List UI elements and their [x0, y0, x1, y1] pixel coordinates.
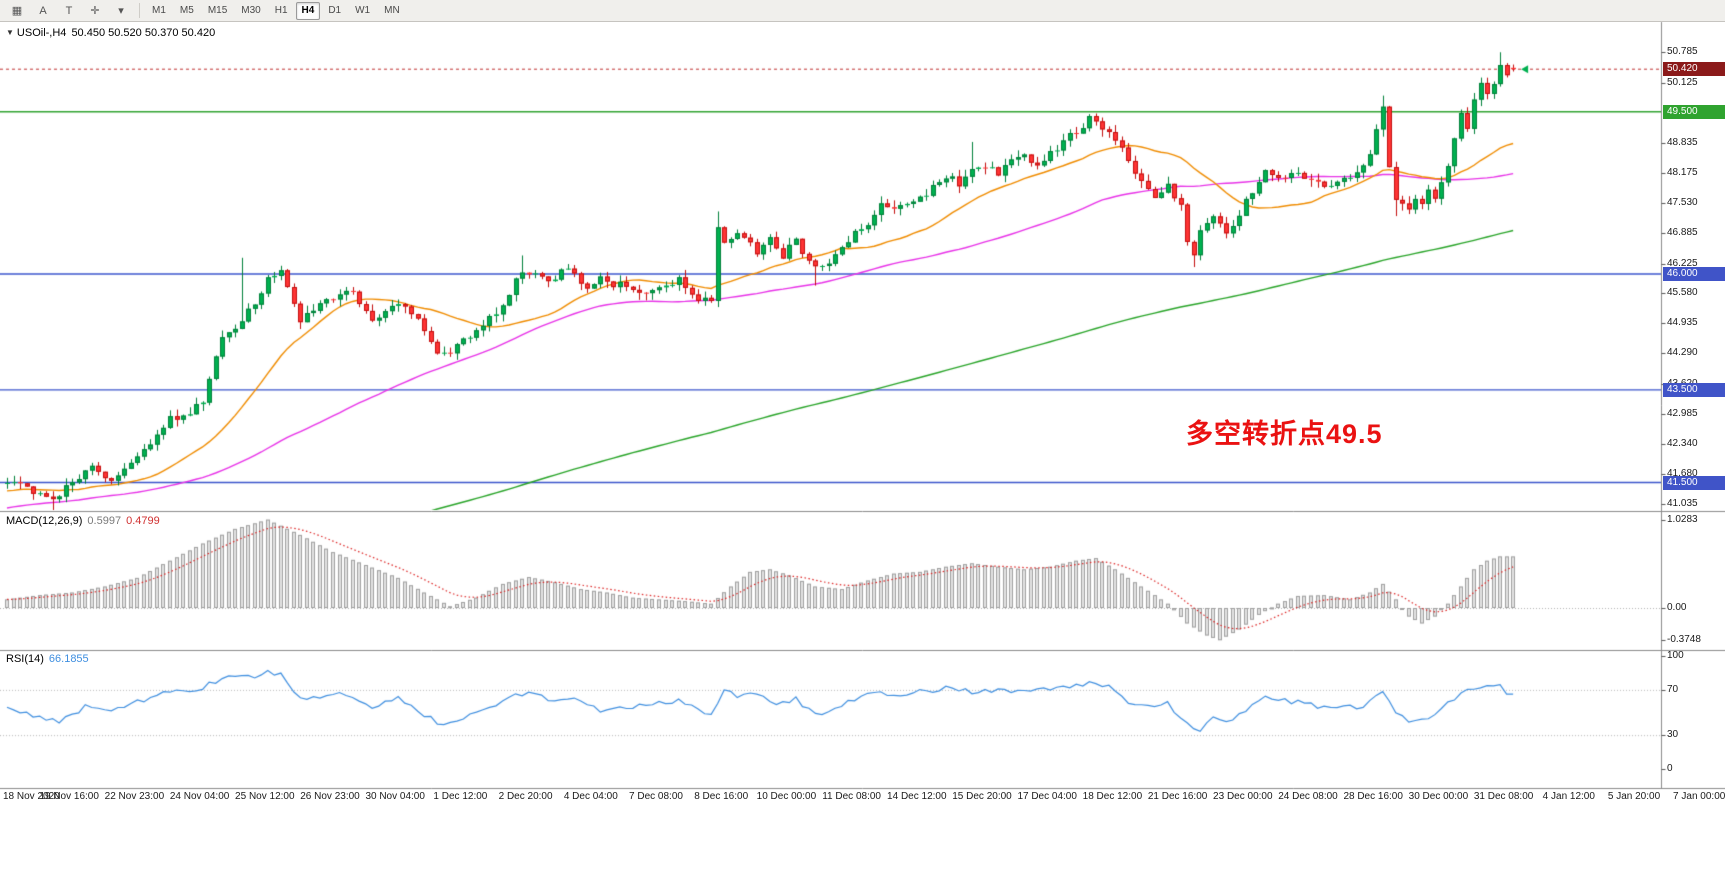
- rsi-header: RSI(14) 66.1855: [6, 653, 89, 665]
- price-tick-label: 44.935: [1667, 317, 1698, 328]
- time-axis-label: 18 Dec 12:00: [1082, 791, 1143, 802]
- price-tick-label: 46.885: [1667, 227, 1698, 238]
- ohlc-values: 50.450 50.520 50.370 50.420: [71, 27, 216, 39]
- time-axis-label: 24 Nov 04:00: [169, 791, 230, 802]
- macd-header: MACD(12,26,9) 0.5997 0.4799: [6, 515, 160, 527]
- time-axis-label: 23 Dec 00:00: [1213, 791, 1273, 802]
- trade-annotation-text: 多空转折点49.5: [1186, 419, 1383, 449]
- macd-axis-label: 1.0283: [1667, 514, 1698, 525]
- time-axis-label: 7 Jan 00:00: [1673, 791, 1725, 802]
- toolbar: ▦ A T ✛ ▾ M1 M5 M15 M30 H1 H4 D1 W1 MN: [0, 0, 1725, 22]
- price-tick-label: 45.580: [1667, 287, 1698, 298]
- price-tick-label: 48.835: [1667, 137, 1698, 148]
- timeframe-button-h1[interactable]: H1: [274, 5, 288, 16]
- time-axis-label: 10 Dec 00:00: [756, 791, 817, 802]
- time-axis-label: 22 Nov 23:00: [104, 791, 165, 802]
- chart-ohlc-header: ▼ USOil-,H4 50.450 50.520 50.370 50.420: [6, 27, 215, 39]
- time-axis-label: 28 Dec 16:00: [1343, 791, 1403, 802]
- timeframe-button-m15[interactable]: M15: [207, 5, 228, 16]
- time-axis-label: 30 Dec 00:00: [1408, 791, 1469, 802]
- macd-signal-value: 0.4799: [126, 515, 160, 527]
- price-level-badge: 49.500: [1663, 105, 1725, 119]
- time-axis-label: 31 Dec 08:00: [1473, 791, 1534, 802]
- price-tick-label: 42.985: [1667, 408, 1698, 419]
- price-tick-label: 41.035: [1667, 498, 1698, 509]
- rsi-axis-label: 70: [1667, 684, 1679, 695]
- current-price-badge: 50.420: [1663, 62, 1725, 76]
- time-axis-label: 25 Nov 12:00: [235, 791, 295, 802]
- timeframe-button-m5[interactable]: M5: [179, 5, 194, 16]
- time-axis-label: 4 Jan 12:00: [1542, 791, 1595, 802]
- price-tick-label: 48.175: [1667, 167, 1698, 178]
- macd-axis-label: -0.3748: [1667, 634, 1701, 645]
- time-axis-label: 7 Dec 08:00: [629, 791, 683, 802]
- price-level-badge: 43.500: [1663, 383, 1725, 397]
- price-tick-label: 47.530: [1667, 197, 1698, 208]
- time-axis-label: 14 Dec 12:00: [887, 791, 947, 802]
- time-axis-label: 11 Dec 08:00: [822, 791, 881, 802]
- time-axis-label: 17 Dec 04:00: [1017, 791, 1077, 802]
- rsi-axis-label: 30: [1667, 729, 1679, 740]
- price-tick-label: 41.680: [1667, 468, 1698, 479]
- rsi-value: 66.1855: [48, 653, 89, 665]
- text-tool-icon[interactable]: T: [65, 4, 73, 17]
- time-axis-label: 4 Dec 04:00: [563, 791, 618, 802]
- price-level-badge: 46.000: [1663, 267, 1725, 281]
- timeframe-button-m30[interactable]: M30: [241, 5, 261, 16]
- time-axis-label: 30 Nov 04:00: [365, 791, 425, 802]
- time-axis-label: 19 Nov 16:00: [39, 791, 99, 802]
- rsi-label: RSI(14): [6, 653, 44, 665]
- time-axis-label: 8 Dec 16:00: [694, 791, 749, 802]
- time-axis-label: 1 Dec 12:00: [433, 791, 488, 802]
- toolbar-separator: [139, 3, 140, 18]
- price-tick-label: 44.290: [1667, 347, 1698, 358]
- price-tick-label: 42.340: [1667, 438, 1698, 449]
- rsi-axis-label: 100: [1667, 650, 1684, 661]
- macd-axis-label: 0.00: [1667, 602, 1687, 613]
- macd-label: MACD(12,26,9): [6, 515, 83, 527]
- time-axis-label: 15 Dec 20:00: [952, 791, 1012, 802]
- price-tick-label: 50.125: [1667, 77, 1698, 88]
- rsi-axis-label: 0: [1667, 763, 1673, 774]
- timeframe-button-w1[interactable]: W1: [355, 5, 371, 16]
- timeframe-button-m1[interactable]: M1: [152, 5, 166, 16]
- time-axis-label: 26 Nov 23:00: [300, 791, 360, 802]
- timeframe-button-d1[interactable]: D1: [328, 5, 342, 16]
- collapse-triangle-icon[interactable]: ▼: [6, 28, 14, 37]
- price-tick-label: 46.225: [1667, 258, 1698, 269]
- chart-grid-icon[interactable]: ▦: [11, 5, 23, 17]
- price-tick-label: 50.785: [1667, 46, 1698, 57]
- cursor-a-icon[interactable]: A: [39, 4, 47, 17]
- timeframe-button-mn[interactable]: MN: [384, 5, 400, 16]
- macd-main-value: 0.5997: [87, 515, 122, 527]
- time-axis-label: 2 Dec 20:00: [498, 791, 553, 802]
- time-axis-label: 18 Nov 2020: [3, 791, 60, 802]
- caret-down-icon[interactable]: ▾: [118, 5, 124, 17]
- crosshair-tool-icon[interactable]: ✛: [90, 5, 100, 17]
- timeframe-button-h4[interactable]: H4: [295, 1, 321, 20]
- time-axis-label: 24 Dec 08:00: [1278, 791, 1338, 802]
- price-level-badge: 41.500: [1663, 476, 1725, 490]
- symbol-period-label: USOil-,H4: [16, 27, 67, 39]
- time-axis-label: 21 Dec 16:00: [1147, 791, 1208, 802]
- time-axis-label: 5 Jan 20:00: [1607, 791, 1661, 802]
